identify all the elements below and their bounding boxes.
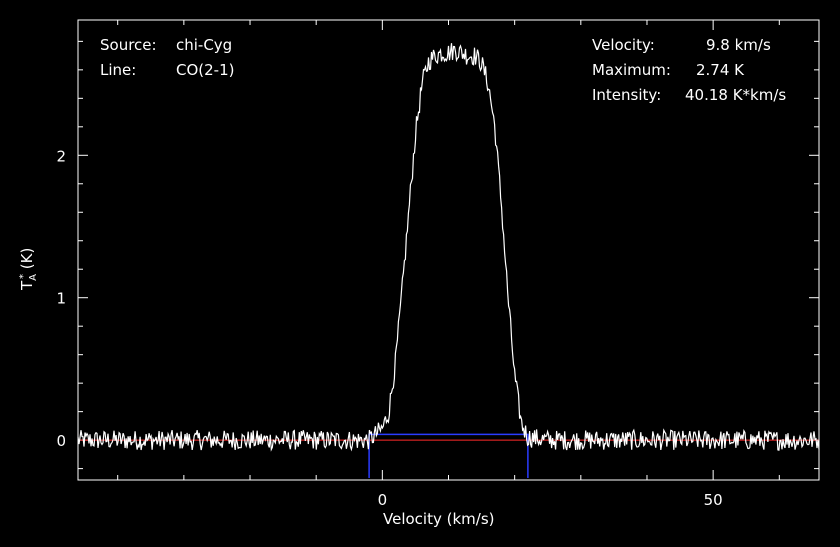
tick-labels: 0 50 0 1 2 [56, 147, 722, 509]
y-axis-label: TA* (K) [18, 247, 58, 290]
spectrum-line [77, 43, 820, 452]
maximum-label: Maximum: [592, 61, 671, 79]
y-axis-label-unit: (K) [18, 247, 36, 274]
y-tick-label: 0 [56, 432, 66, 450]
line-label: Line: [100, 61, 137, 79]
y-tick-label: 2 [56, 147, 66, 165]
y-axis-label-sup: * [18, 273, 29, 279]
y-axis-label-main: T [18, 280, 36, 290]
maximum-value: 2.74 K [696, 61, 745, 79]
x-axis-label: Velocity (km/s) [383, 510, 495, 528]
velocity-label: Velocity: [592, 36, 655, 54]
axis-ticks [78, 20, 819, 480]
source-value: chi-Cyg [176, 36, 233, 54]
y-axis-label-sub: A [28, 273, 39, 281]
y-tick-label: 1 [56, 290, 66, 308]
x-tick-label: 50 [704, 491, 723, 509]
intensity-label: Intensity: [592, 86, 662, 104]
x-tick-label: 0 [378, 491, 388, 509]
source-label: Source: [100, 36, 157, 54]
velocity-value: 9.8 km/s [706, 36, 771, 54]
line-value: CO(2-1) [176, 61, 235, 79]
integration-window [368, 433, 529, 478]
intensity-value: 40.18 K*km/s [685, 86, 787, 104]
